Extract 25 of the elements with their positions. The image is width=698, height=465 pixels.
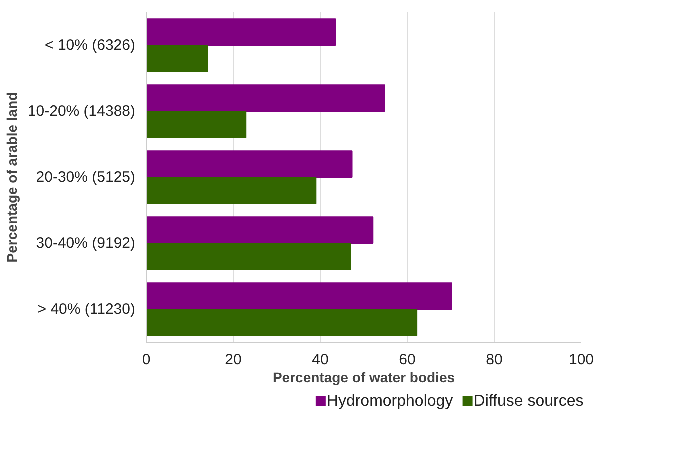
- x-tick-label: 80: [486, 352, 503, 368]
- y-tick-label: 30-40% (9192): [36, 235, 136, 252]
- y-tick-label: < 10% (6326): [45, 37, 136, 54]
- bar: [146, 243, 352, 270]
- bar: [146, 282, 452, 310]
- x-tick-label: 20: [225, 352, 242, 368]
- bar: [146, 309, 418, 336]
- legend-label: Diffuse sources: [474, 393, 584, 410]
- x-axis-title: Percentage of water bodies: [272, 370, 456, 386]
- y-tick-label: > 40% (11230): [38, 301, 136, 318]
- bar: [146, 84, 386, 112]
- legend-label: Hydromorphology: [326, 393, 454, 410]
- x-tick-label: 0: [142, 352, 151, 368]
- bar: [146, 111, 247, 138]
- y-axis-title: Percentage of arable land: [4, 92, 20, 263]
- bar: [146, 45, 208, 72]
- x-tick-label: 40: [312, 352, 329, 368]
- bar: [146, 18, 336, 46]
- bar: [146, 177, 317, 204]
- bar: [146, 150, 353, 178]
- x-tick-label: 60: [399, 352, 416, 368]
- y-tick-label: 10-20% (14388): [28, 103, 136, 120]
- x-tick-label: 100: [568, 352, 594, 368]
- bar: [146, 216, 374, 244]
- y-tick-label: 20-30% (5125): [36, 169, 136, 186]
